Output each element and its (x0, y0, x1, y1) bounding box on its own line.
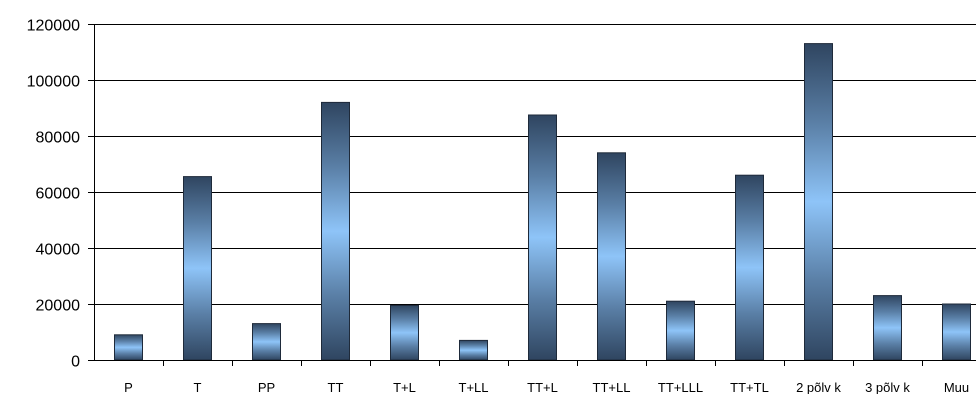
x-tick-label: T (194, 380, 202, 394)
y-tick-label: 100000 (27, 74, 80, 91)
y-tick-label: 40000 (36, 242, 81, 259)
bar-2-p-lv-k (804, 43, 833, 361)
x-tick-label: TT+LL (593, 380, 631, 394)
x-tick-label: 2 põlv k (796, 380, 841, 394)
bar-t-ll (459, 339, 488, 361)
bars (114, 43, 971, 361)
x-tick-label: TT+LLL (658, 380, 703, 394)
y-tick-label: 80000 (36, 130, 81, 147)
bar-tt-ll (597, 152, 626, 361)
bar-p (114, 334, 143, 361)
x-tick-label: 3 põlv k (865, 380, 910, 394)
bar-muu (942, 303, 971, 361)
bar-pp (252, 323, 281, 361)
y-tick-label: 0 (71, 354, 80, 371)
bar-tt-lll (666, 300, 695, 361)
x-tick-label: TT+TL (730, 380, 769, 394)
bar-t (183, 176, 212, 361)
bar-tt (321, 101, 350, 361)
y-axis: 0 20000 40000 60000 80000 100000 120000 (27, 18, 95, 371)
x-tick-label: PP (258, 380, 275, 394)
x-tick-label: T+L (393, 380, 416, 394)
x-tick-label: Muu (944, 380, 969, 394)
x-tick-label: TT (328, 380, 344, 394)
x-tick-label: T+LL (459, 380, 489, 394)
y-tick-label: 120000 (27, 18, 80, 35)
bar-tt-tl (735, 174, 764, 361)
x-tick-label: TT+L (527, 380, 558, 394)
x-tick-label: P (124, 380, 133, 394)
y-tick-label: 20000 (36, 298, 81, 315)
y-tick-label: 60000 (36, 186, 81, 203)
bar-t-l (390, 304, 419, 361)
bar-3-p-lv-k (873, 295, 902, 361)
x-axis: P T PP TT T+L T+LL TT+L TT+LL TT+LLL TT+TL 2 põlv … (94, 360, 976, 394)
bar-tt-l (528, 114, 557, 361)
